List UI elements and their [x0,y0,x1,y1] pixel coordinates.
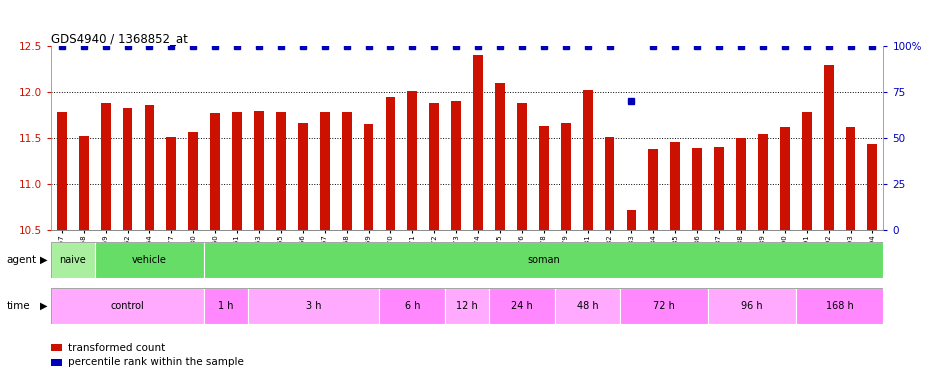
Bar [232,113,242,230]
Bar [144,105,154,230]
Text: 24 h: 24 h [511,301,533,311]
Bar [451,101,461,230]
Bar [555,288,621,324]
Bar [605,137,614,230]
Text: time: time [6,301,31,311]
Text: 6 h: 6 h [404,301,420,311]
Bar [79,136,89,230]
Bar [474,55,483,230]
Text: control: control [111,301,144,311]
Bar [254,111,264,230]
Bar [626,210,636,230]
Bar [692,148,702,230]
Bar [823,65,833,230]
Text: soman: soman [527,255,561,265]
Bar [364,124,374,230]
Text: GDS4940 / 1368852_at: GDS4940 / 1368852_at [51,32,188,45]
Text: percentile rank within the sample: percentile rank within the sample [68,357,243,367]
Text: 12 h: 12 h [456,301,478,311]
Text: 96 h: 96 h [741,301,763,311]
Bar [758,134,768,230]
Bar [429,103,439,230]
Bar [780,127,790,230]
Bar [204,242,883,278]
Bar [204,288,248,324]
Text: ▶: ▶ [40,301,47,311]
Text: transformed count: transformed count [68,343,165,353]
Bar [648,149,659,230]
Text: 168 h: 168 h [826,301,854,311]
Bar [166,137,177,230]
Bar [57,113,67,230]
Bar [341,111,352,230]
Text: agent: agent [6,255,37,265]
Bar [495,83,505,230]
Text: ▶: ▶ [40,255,47,265]
Bar [561,124,571,230]
Bar [796,288,883,324]
Bar [94,242,204,278]
Bar [709,288,796,324]
Bar [248,288,379,324]
Bar [489,288,555,324]
Bar [51,359,62,366]
Text: 48 h: 48 h [577,301,598,311]
Bar [189,132,198,230]
Bar [845,127,856,230]
Bar [621,288,709,324]
Bar [210,113,220,230]
Text: naive: naive [59,255,86,265]
Text: vehicle: vehicle [132,255,166,265]
Bar [51,242,94,278]
Bar [51,288,204,324]
Text: 72 h: 72 h [653,301,675,311]
Bar [583,90,593,230]
Bar [123,108,132,230]
Bar [671,142,680,230]
Bar [51,344,62,351]
Bar [276,113,286,230]
Bar [386,97,395,230]
Bar [736,138,746,230]
Bar [714,147,724,230]
Bar [539,126,549,230]
Bar [101,103,111,230]
Bar [298,122,308,230]
Bar [517,103,527,230]
Bar [320,111,329,230]
Bar [445,288,489,324]
Bar [379,288,445,324]
Bar [407,91,417,230]
Text: 1 h: 1 h [218,301,234,311]
Text: 3 h: 3 h [306,301,322,311]
Bar [868,144,877,230]
Bar [802,111,811,230]
